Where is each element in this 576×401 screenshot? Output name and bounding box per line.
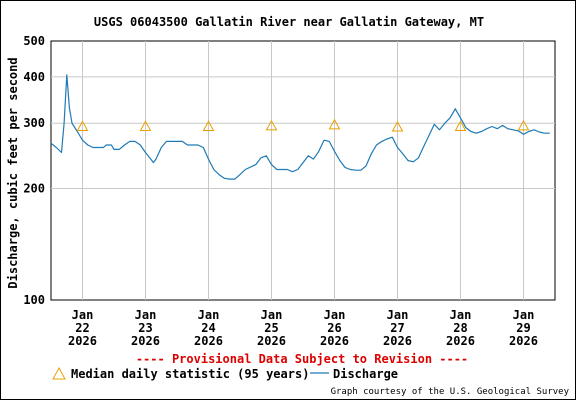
- x-tick-label: Jan: [135, 308, 157, 322]
- y-tick-label: 500: [23, 34, 45, 48]
- x-tick-label: 26: [327, 321, 341, 335]
- x-tick-label: 2026: [320, 334, 349, 348]
- x-tick-label: 24: [201, 321, 215, 335]
- x-tick-label: 2026: [68, 334, 97, 348]
- legend-median-label: Median daily statistic (95 years): [71, 367, 309, 381]
- median-series: [76, 118, 530, 132]
- plot-area: [50, 40, 556, 301]
- median-triangle-icon: [202, 120, 215, 131]
- provisional-note: ---- Provisional Data Subject to Revisio…: [136, 352, 468, 366]
- credit-text: Graph courtesy of the U.S. Geological Su…: [331, 387, 570, 397]
- x-tick-label: 2026: [446, 334, 475, 348]
- discharge-line: [50, 74, 550, 180]
- x-tick-label: 29: [516, 321, 530, 335]
- x-tick-label: 28: [453, 321, 467, 335]
- x-tick-label: Jan: [324, 308, 346, 322]
- x-tick-label: Jan: [72, 308, 94, 322]
- x-tick-label: 22: [75, 321, 89, 335]
- legend-discharge-label: Discharge: [333, 367, 398, 381]
- gridlines: [51, 41, 555, 300]
- discharge-series: [50, 74, 550, 180]
- median-triangle-icon: [517, 119, 530, 131]
- x-tick-label: Jan: [261, 308, 283, 322]
- x-tick-label: 2026: [194, 334, 223, 348]
- chart-title: USGS 06043500 Gallatin River near Gallat…: [94, 15, 484, 29]
- x-tick-labels: Jan222026Jan232026Jan242026Jan252026Jan2…: [68, 308, 538, 348]
- x-tick-label: 2026: [131, 334, 160, 348]
- median-triangle-icon: [391, 120, 404, 132]
- median-triangle-icon: [76, 120, 89, 131]
- x-tick-label: 2026: [257, 334, 286, 348]
- x-tick-label: Jan: [387, 308, 409, 322]
- x-tick-label: Jan: [450, 308, 472, 322]
- legend: Median daily statistic (95 years) Discha…: [52, 366, 398, 381]
- x-tick-label: 25: [264, 321, 278, 335]
- y-tick-label: 100: [23, 293, 45, 307]
- x-tick-label: Jan: [198, 308, 220, 322]
- median-triangle-icon: [328, 118, 341, 130]
- y-tick-labels: 100 200 300 400 500: [23, 34, 45, 307]
- y-tick-label: 200: [23, 181, 45, 195]
- median-triangle-icon: [139, 120, 152, 131]
- x-tick-label: Jan: [513, 308, 535, 322]
- x-tick-label: 2026: [383, 334, 412, 348]
- y-tick-label: 400: [23, 70, 45, 84]
- y-tick-label: 300: [23, 116, 45, 130]
- x-tick-label: 2026: [509, 334, 538, 348]
- y-axis-label: Discharge, cubic feet per second: [6, 57, 20, 288]
- legend-median-triangle-icon: [52, 366, 66, 380]
- median-triangle-icon: [454, 120, 467, 131]
- x-tick-label: 23: [138, 321, 152, 335]
- median-triangle-icon: [265, 119, 278, 131]
- x-tick-label: 27: [390, 321, 404, 335]
